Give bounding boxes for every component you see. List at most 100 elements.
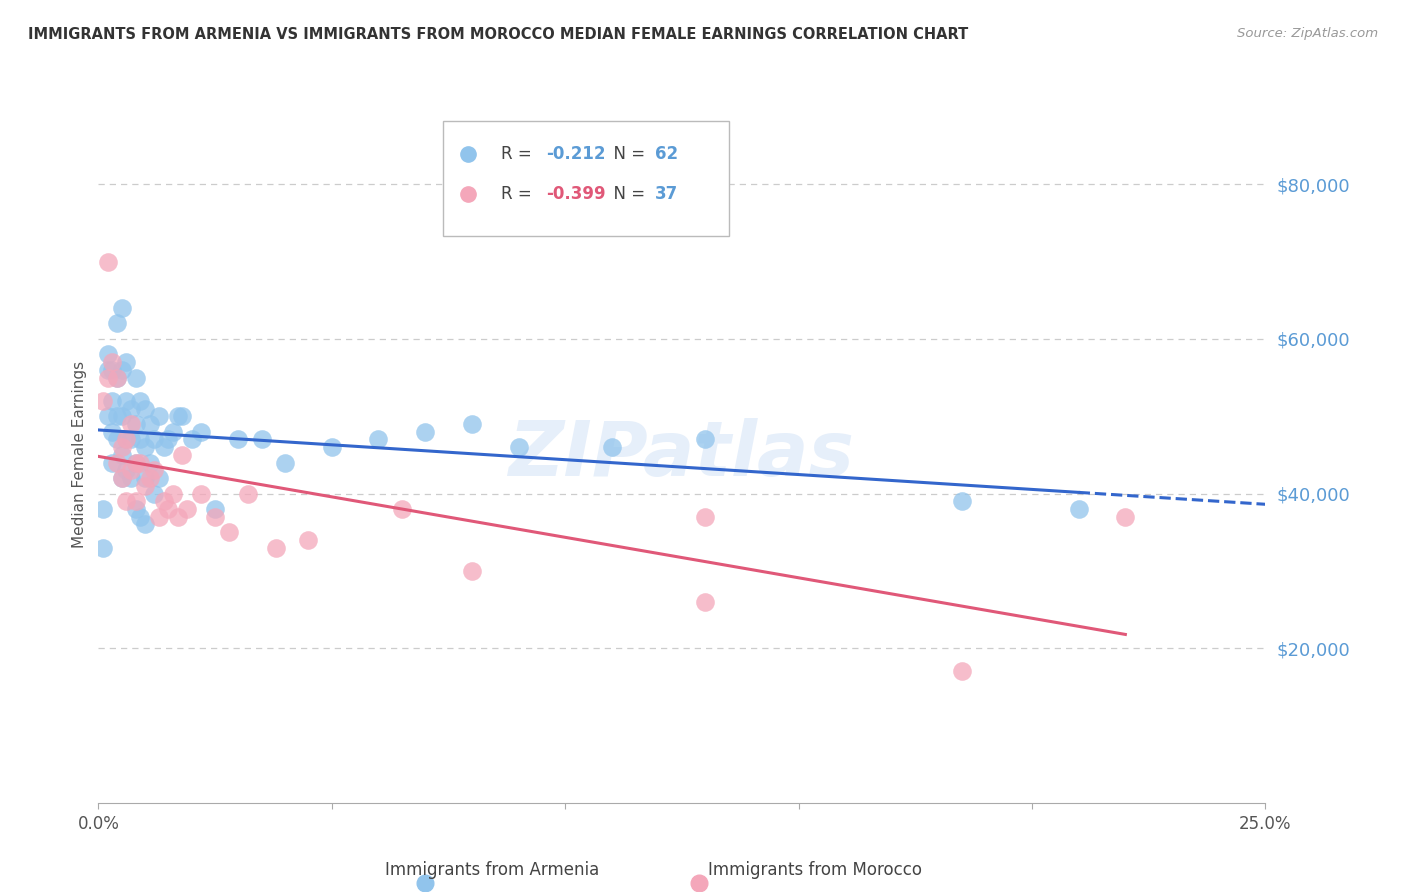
Point [115,463,138,477]
Point [274,456,297,470]
Point [139,471,162,485]
Text: R =: R = [501,185,537,203]
Point [120,471,142,485]
Point [97,254,120,268]
Point [134,517,156,532]
Point [166,509,188,524]
Point [97,409,120,424]
Point [204,509,226,524]
Point [105,370,128,384]
Text: Immigrants from Armenia: Immigrants from Armenia [385,861,599,879]
Point [97,370,120,384]
Point [148,471,170,485]
Point [129,433,152,447]
Point [115,433,138,447]
Text: Source: ZipAtlas.com: Source: ZipAtlas.com [1237,27,1378,40]
Point [950,665,973,679]
Point [120,417,142,431]
Text: Immigrants from Morocco: Immigrants from Morocco [709,861,922,879]
Point [134,479,156,493]
Point [91,541,114,555]
Point [129,509,152,524]
Point [157,502,180,516]
Text: -0.399: -0.399 [547,185,606,203]
Text: -0.212: -0.212 [547,145,606,163]
Point [111,440,134,454]
Point [264,541,287,555]
Point [297,533,319,547]
Point [134,401,156,416]
Text: R =: R = [501,145,537,163]
Text: 37: 37 [655,185,678,203]
Point [105,317,128,331]
Point [120,463,142,477]
Point [111,301,134,315]
Y-axis label: Median Female Earnings: Median Female Earnings [72,361,87,549]
Point [236,486,259,500]
Point [120,433,142,447]
Point [413,425,436,439]
Point [190,486,212,500]
Point [129,456,152,470]
Point [125,417,148,431]
Point [125,370,148,384]
Point [101,393,124,408]
Point [105,456,128,470]
Point [105,433,128,447]
Point [111,363,134,377]
Point [1067,502,1090,516]
Text: IMMIGRANTS FROM ARMENIA VS IMMIGRANTS FROM MOROCCO MEDIAN FEMALE EARNINGS CORREL: IMMIGRANTS FROM ARMENIA VS IMMIGRANTS FR… [28,27,969,42]
Point [695,509,717,524]
Point [111,448,134,462]
Point [228,433,250,447]
Point [134,471,156,485]
Point [125,456,148,470]
Point [172,409,194,424]
Text: N =: N = [603,185,650,203]
Point [115,494,138,508]
Point [204,502,226,516]
Point [367,433,389,447]
Point [115,433,138,447]
Point [105,409,128,424]
Point [101,456,124,470]
Point [600,440,623,454]
Text: ZIPatlas: ZIPatlas [509,418,855,491]
Point [695,595,717,609]
Point [91,502,114,516]
Point [111,471,134,485]
Point [111,409,134,424]
Point [1114,509,1136,524]
Point [125,456,148,470]
Point [321,440,343,454]
Point [125,502,148,516]
Point [461,564,484,578]
Point [152,440,174,454]
Point [143,486,166,500]
Point [105,370,128,384]
Point [139,417,162,431]
Point [391,502,413,516]
Point [101,425,124,439]
Point [97,363,120,377]
Point [91,393,114,408]
Point [120,401,142,416]
Point [148,509,170,524]
Text: N =: N = [603,145,650,163]
Point [162,425,184,439]
Text: 62: 62 [655,145,678,163]
Point [101,355,124,369]
Point [950,494,973,508]
Point [157,433,180,447]
Point [115,393,138,408]
Point [218,525,240,540]
Point [148,409,170,424]
Point [115,355,138,369]
Point [125,494,148,508]
Point [176,502,198,516]
Point [139,456,162,470]
Point [695,433,717,447]
Point [162,486,184,500]
Point [111,471,134,485]
Point [190,425,212,439]
